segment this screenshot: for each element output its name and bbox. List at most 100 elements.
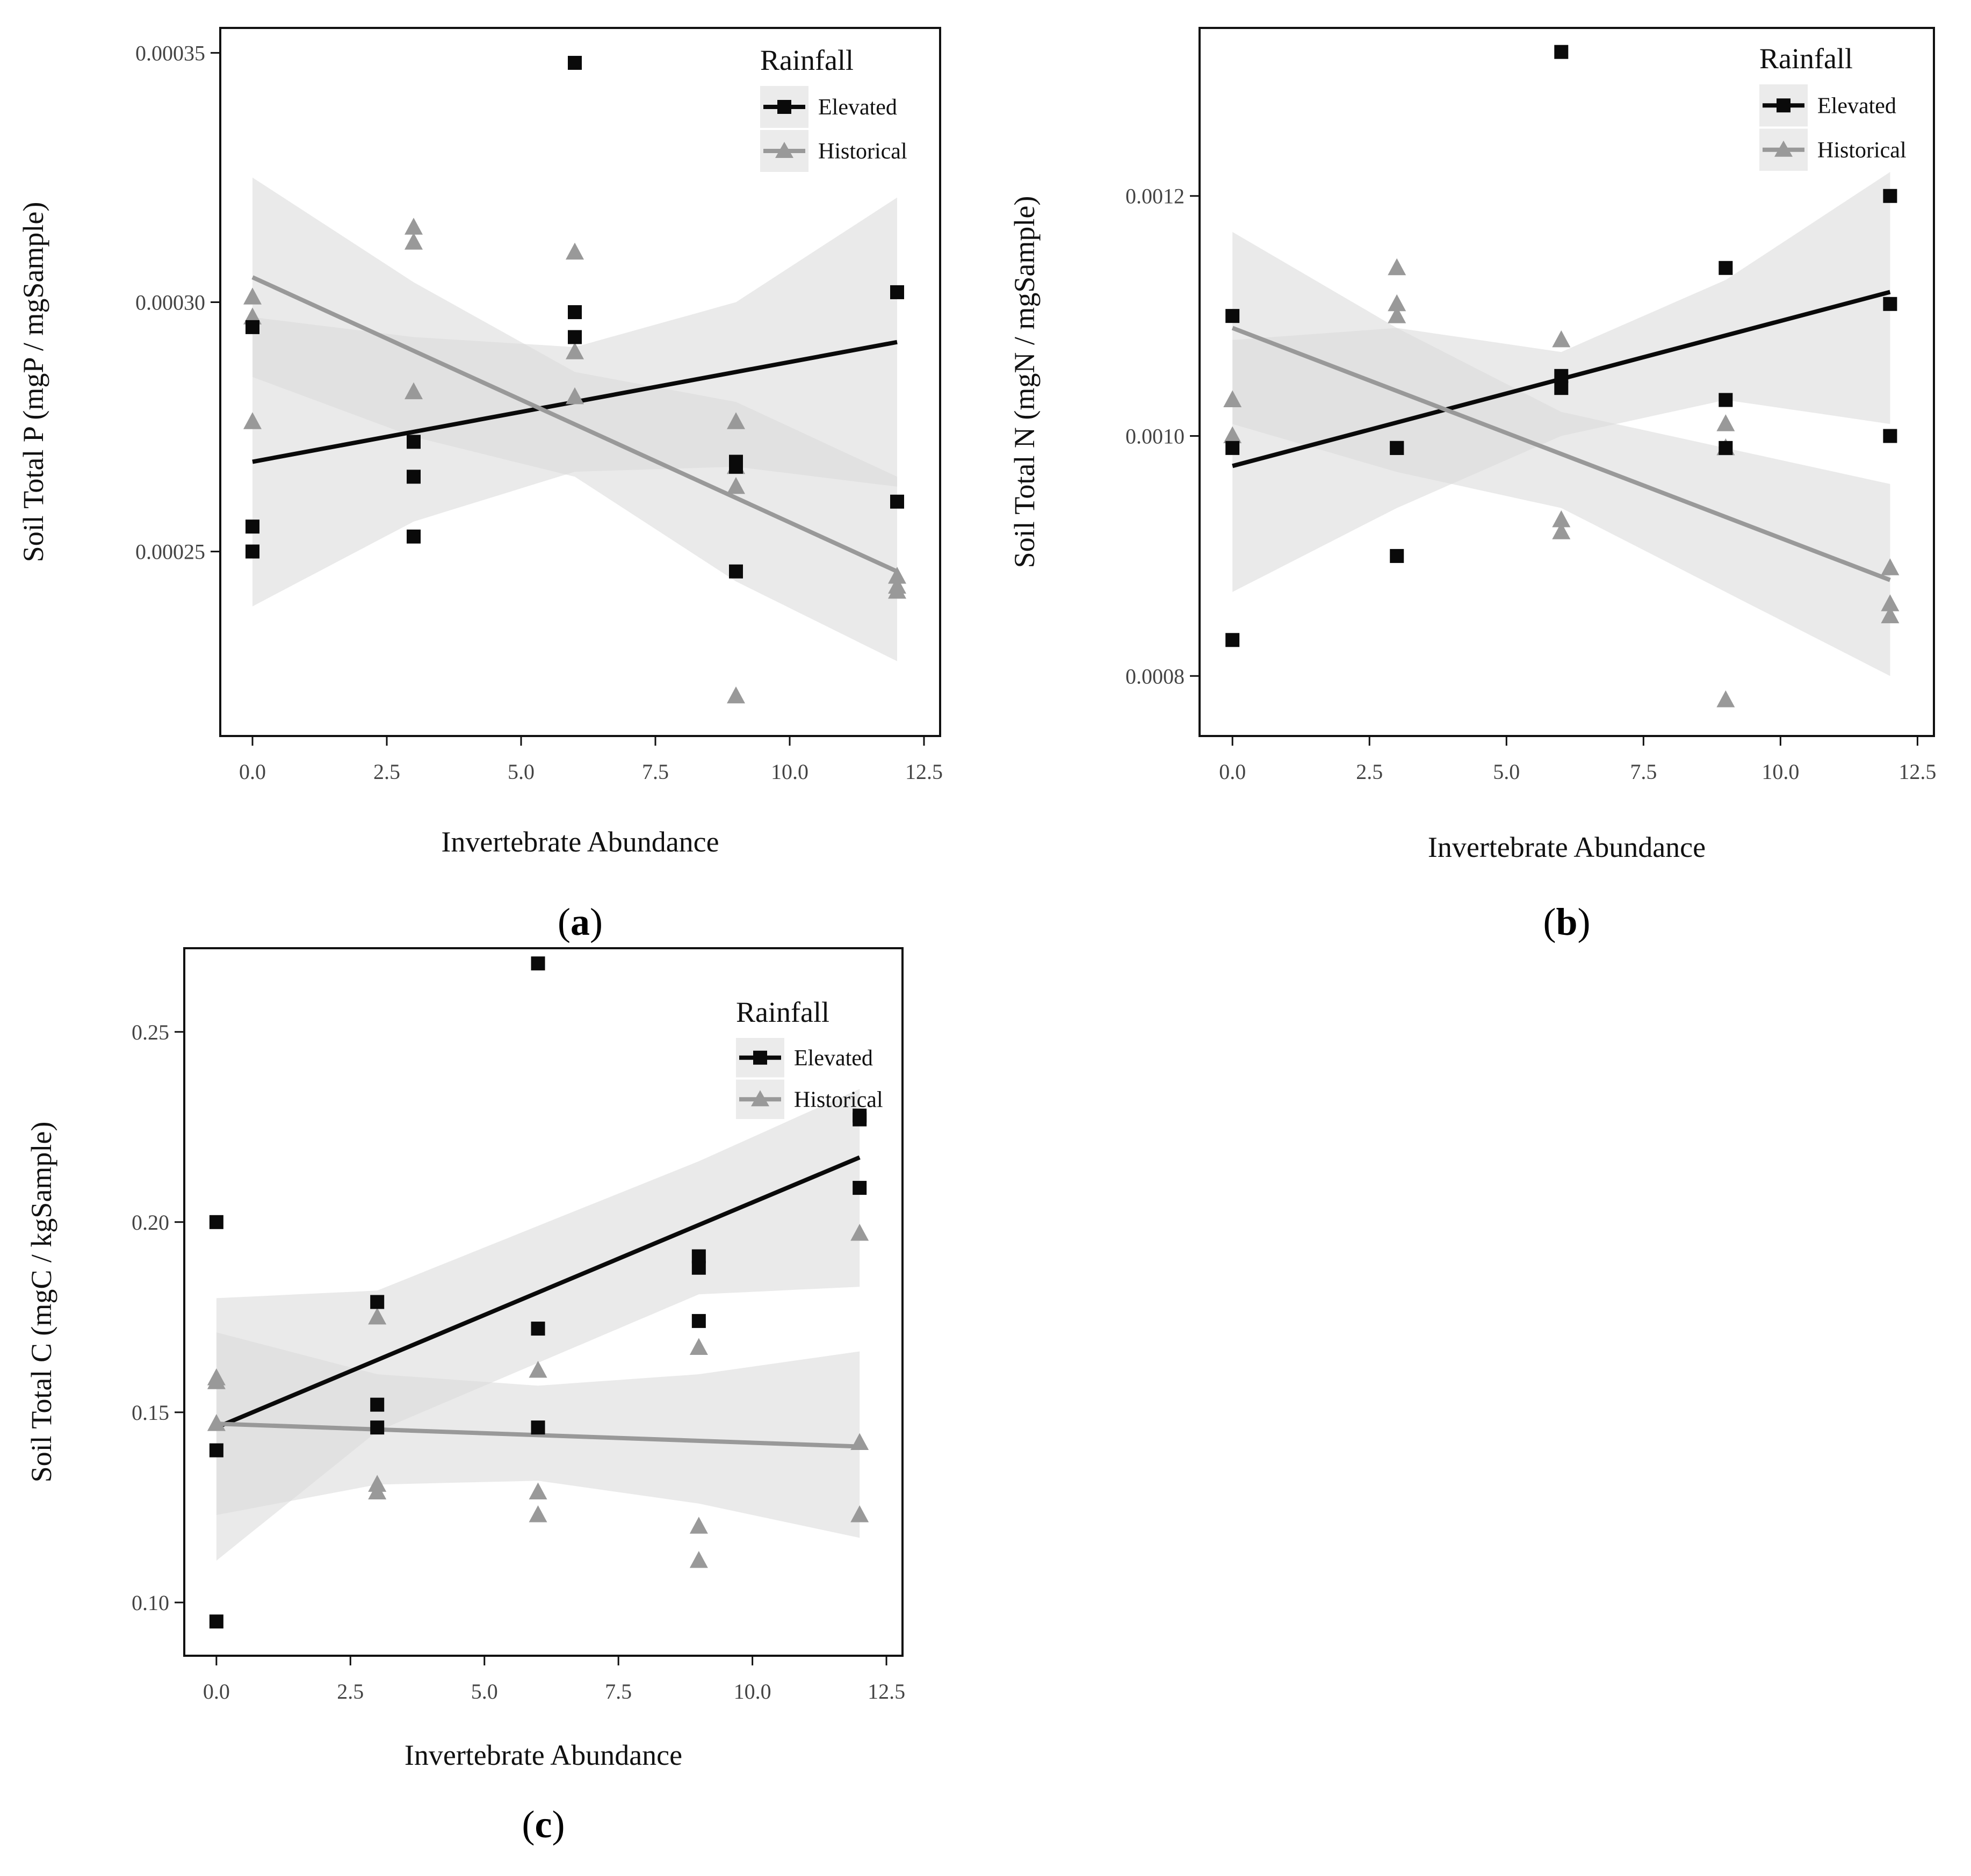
- data-point-elevated: [1225, 309, 1240, 323]
- data-point-historical: [1552, 330, 1571, 348]
- panel-label-open: (: [522, 1803, 535, 1846]
- data-point-historical: [727, 477, 745, 494]
- panel-label-close: ): [1578, 900, 1591, 943]
- data-point-historical: [1388, 258, 1406, 276]
- data-point-elevated: [568, 55, 582, 70]
- plot-border: [219, 27, 941, 737]
- data-point-elevated: [246, 320, 259, 334]
- data-point-historical: [888, 566, 906, 584]
- data-point-historical: [207, 1372, 226, 1389]
- data-point-elevated: [1883, 189, 1897, 203]
- data-point-elevated: [691, 1314, 706, 1328]
- fit-line-historical: [251, 275, 898, 574]
- legend-label-elevated: Elevated: [818, 95, 897, 120]
- legend-label-elevated: Elevated: [1817, 93, 1896, 118]
- x-tick-label: 10.0: [734, 1679, 771, 1704]
- plot-border: [183, 947, 904, 1657]
- data-point-elevated: [407, 435, 421, 449]
- fit-line-historical: [1231, 326, 1891, 582]
- data-point-elevated: [1390, 441, 1404, 455]
- x-tick-label: 5.0: [1493, 760, 1520, 784]
- data-point-historical: [689, 1550, 708, 1568]
- data-point-historical: [1881, 606, 1900, 624]
- data-point-elevated: [1883, 429, 1897, 443]
- data-point-historical: [727, 686, 745, 704]
- x-axis-title: Invertebrate Abundance: [441, 826, 719, 858]
- y-tick-label: 0.00030: [135, 290, 205, 314]
- x-tick-label: 0.0: [1219, 760, 1246, 784]
- legend-label-historical: Historical: [794, 1087, 883, 1112]
- data-point-historical: [1716, 690, 1735, 708]
- chart-panel-a: 0.0 2.5 5.0 7.5 10.0 12.5 0.00025 0.00030 0.0003…: [17, 27, 943, 943]
- y-tick-label: 0.15: [132, 1401, 169, 1425]
- confidence-band-historical: [252, 177, 897, 661]
- chart-panel-b: 0.0 2.5 5.0 7.5 10.0 12.5 0.0008 0.0010 0.0012 In…: [1008, 27, 1936, 943]
- x-axis-title: Invertebrate Abundance: [1428, 831, 1706, 863]
- legend-title: Rainfall: [736, 996, 829, 1028]
- y-axis-title: Soil Total N (mgN / mgSample): [1008, 196, 1041, 568]
- data-point-elevated: [531, 956, 545, 971]
- data-point-historical: [1552, 522, 1571, 539]
- data-point-historical: [850, 1224, 869, 1241]
- data-point-historical: [689, 1517, 708, 1534]
- x-tick-label: 10.0: [1761, 760, 1799, 784]
- legend-label-historical: Historical: [1817, 138, 1907, 163]
- data-point-elevated: [1390, 549, 1404, 563]
- legend: Rainfall Elevated Historical: [760, 44, 907, 172]
- x-tick-label: 7.5: [1630, 760, 1657, 784]
- data-point-historical: [850, 1433, 869, 1450]
- legend-key-triangle: [1774, 140, 1793, 157]
- panel-label-letter: c: [535, 1803, 552, 1846]
- legend-label-historical: Historical: [818, 139, 907, 164]
- data-point-historical: [1881, 558, 1900, 575]
- data-point-historical: [566, 387, 584, 405]
- x-tick-label: 5.0: [508, 760, 535, 784]
- data-point-historical: [243, 287, 262, 305]
- data-point-elevated: [890, 494, 904, 509]
- y-tick-label: 0.0010: [1125, 424, 1185, 449]
- x-tick-label: 10.0: [771, 760, 808, 784]
- data-point-historical: [529, 1505, 547, 1523]
- data-point-historical: [850, 1505, 869, 1523]
- data-point-elevated: [1225, 441, 1240, 455]
- data-point-elevated: [246, 544, 259, 559]
- data-point-elevated: [370, 1420, 385, 1435]
- panel-label-close: ): [590, 900, 603, 943]
- data-point-elevated: [246, 519, 259, 534]
- data-point-elevated: [407, 470, 421, 484]
- data-point-historical: [1223, 390, 1242, 408]
- data-point-historical: [529, 1360, 547, 1378]
- data-point-historical: [1388, 306, 1406, 323]
- data-point-historical: [689, 1338, 708, 1355]
- plot-area: [1231, 172, 1891, 676]
- y-axis-title: Soil Total P (mgP / mgSample): [17, 202, 49, 562]
- x-tick-label: 0.0: [203, 1679, 230, 1704]
- y-tick-label: 0.0012: [1125, 184, 1185, 208]
- data-point-elevated: [568, 305, 582, 320]
- data-point-historical: [368, 1482, 387, 1500]
- panel-label-letter: b: [1556, 900, 1577, 943]
- legend-key-triangle: [775, 142, 793, 158]
- legend-title: Rainfall: [1759, 42, 1853, 75]
- legend-key-square: [753, 1050, 767, 1065]
- x-tick-label: 7.5: [642, 760, 669, 784]
- x-tick-label: 12.5: [868, 1679, 905, 1704]
- data-point-elevated: [853, 1181, 867, 1195]
- legend-key-triangle: [751, 1090, 769, 1107]
- data-point-historical: [566, 342, 584, 359]
- data-point-elevated: [1883, 297, 1897, 311]
- data-point-elevated: [1554, 369, 1569, 383]
- data-point-historical: [1716, 414, 1735, 431]
- data-point-elevated: [691, 1260, 706, 1275]
- y-tick-label: 0.0008: [1125, 664, 1185, 688]
- y-tick-label: 0.00025: [135, 540, 205, 564]
- y-tick-label: 0.10: [132, 1591, 169, 1615]
- data-point-historical: [727, 412, 745, 429]
- legend: Rainfall Elevated Historical: [1759, 42, 1907, 171]
- data-point-elevated: [853, 1112, 867, 1127]
- data-point-elevated: [209, 1215, 223, 1229]
- data-point-elevated: [209, 1443, 223, 1457]
- legend-label-elevated: Elevated: [794, 1046, 873, 1071]
- y-tick-label: 0.00035: [135, 41, 205, 65]
